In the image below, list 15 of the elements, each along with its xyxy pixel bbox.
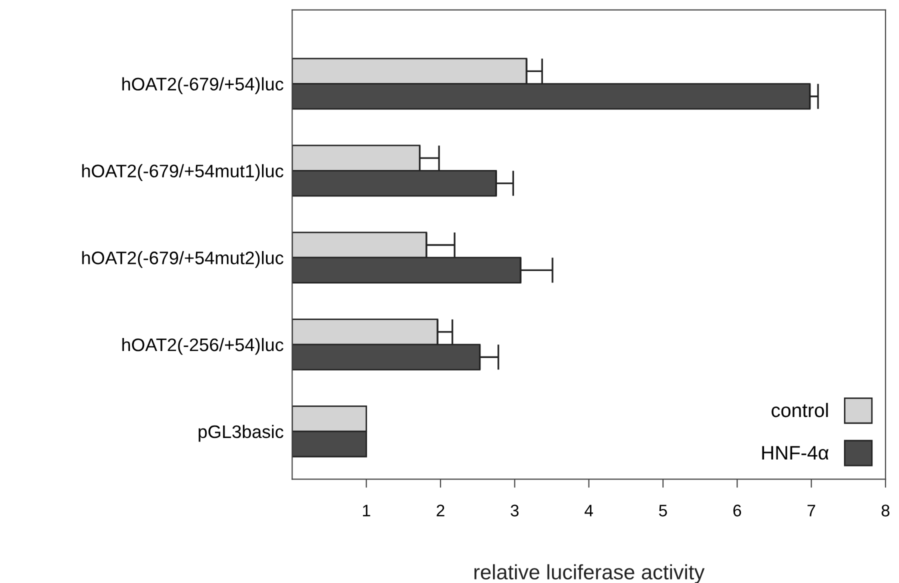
x-tick-label: 2 bbox=[436, 504, 444, 516]
x-tick-label: 7 bbox=[808, 504, 816, 516]
x-tick-label: 5 bbox=[659, 504, 667, 516]
x-tick-label: 8 bbox=[882, 504, 890, 516]
y-tick-label: hOAT2(-256/+54)luc bbox=[122, 338, 284, 355]
y-tick-label: hOAT2(-679/+54mut2)luc bbox=[82, 251, 284, 268]
x-tick-label: 6 bbox=[733, 504, 742, 516]
legend-label: HNF-4α bbox=[762, 446, 829, 460]
x-tick-label: 4 bbox=[584, 504, 593, 516]
x-tick-label: 3 bbox=[510, 504, 519, 516]
y-tick-label: hOAT2(-679/+54mut1)luc bbox=[82, 164, 284, 181]
y-tick-label: pGL3basic bbox=[198, 424, 284, 442]
x-tick-label: 1 bbox=[362, 504, 370, 516]
legend-label: control bbox=[772, 402, 828, 418]
y-tick-label: hOAT2(-679/+54)luc bbox=[122, 77, 284, 94]
